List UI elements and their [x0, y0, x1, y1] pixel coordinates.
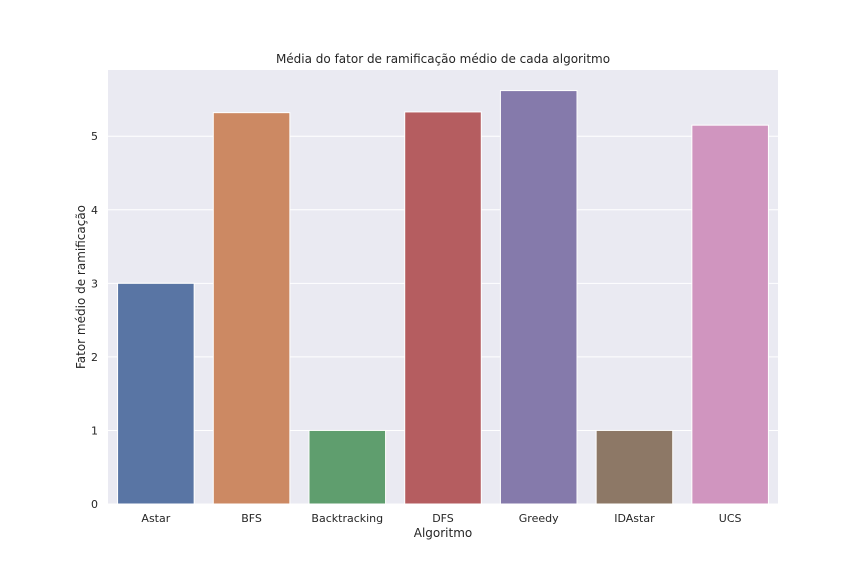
- bar-idastar: [595, 429, 674, 505]
- bar-backtracking: [308, 429, 387, 505]
- y-tick-label: 2: [91, 351, 98, 364]
- y-tick-label: 5: [91, 130, 98, 143]
- bar-astar: [117, 282, 195, 505]
- y-tick-label: 1: [91, 424, 98, 437]
- bar-dfs: [404, 111, 482, 505]
- x-tick-label: Astar: [141, 512, 170, 525]
- x-tick-label: BFS: [241, 512, 262, 525]
- y-tick-label: 3: [91, 277, 98, 290]
- x-tick-label: UCS: [719, 512, 742, 525]
- bar-ucs: [691, 124, 769, 505]
- bar-bfs: [212, 112, 291, 505]
- bar-greedy: [499, 90, 578, 505]
- y-axis-ticks: 0 1 2 3 4 5: [91, 130, 98, 511]
- x-tick-label: IDAstar: [614, 512, 655, 525]
- y-axis-label: Fator médio de ramificação: [74, 205, 88, 369]
- y-tick-label: 4: [91, 204, 98, 217]
- x-tick-label: DFS: [432, 512, 454, 525]
- chart-title: Média do fator de ramificação médio de c…: [276, 52, 610, 66]
- x-axis-label: Algoritmo: [414, 526, 473, 540]
- y-tick-label: 0: [91, 498, 98, 511]
- bars: [117, 90, 769, 505]
- x-tick-label: Greedy: [519, 512, 559, 525]
- x-axis-ticks: Astar BFS Backtracking DFS Greedy IDAstar UCS: [141, 512, 741, 525]
- x-tick-label: Backtracking: [311, 512, 383, 525]
